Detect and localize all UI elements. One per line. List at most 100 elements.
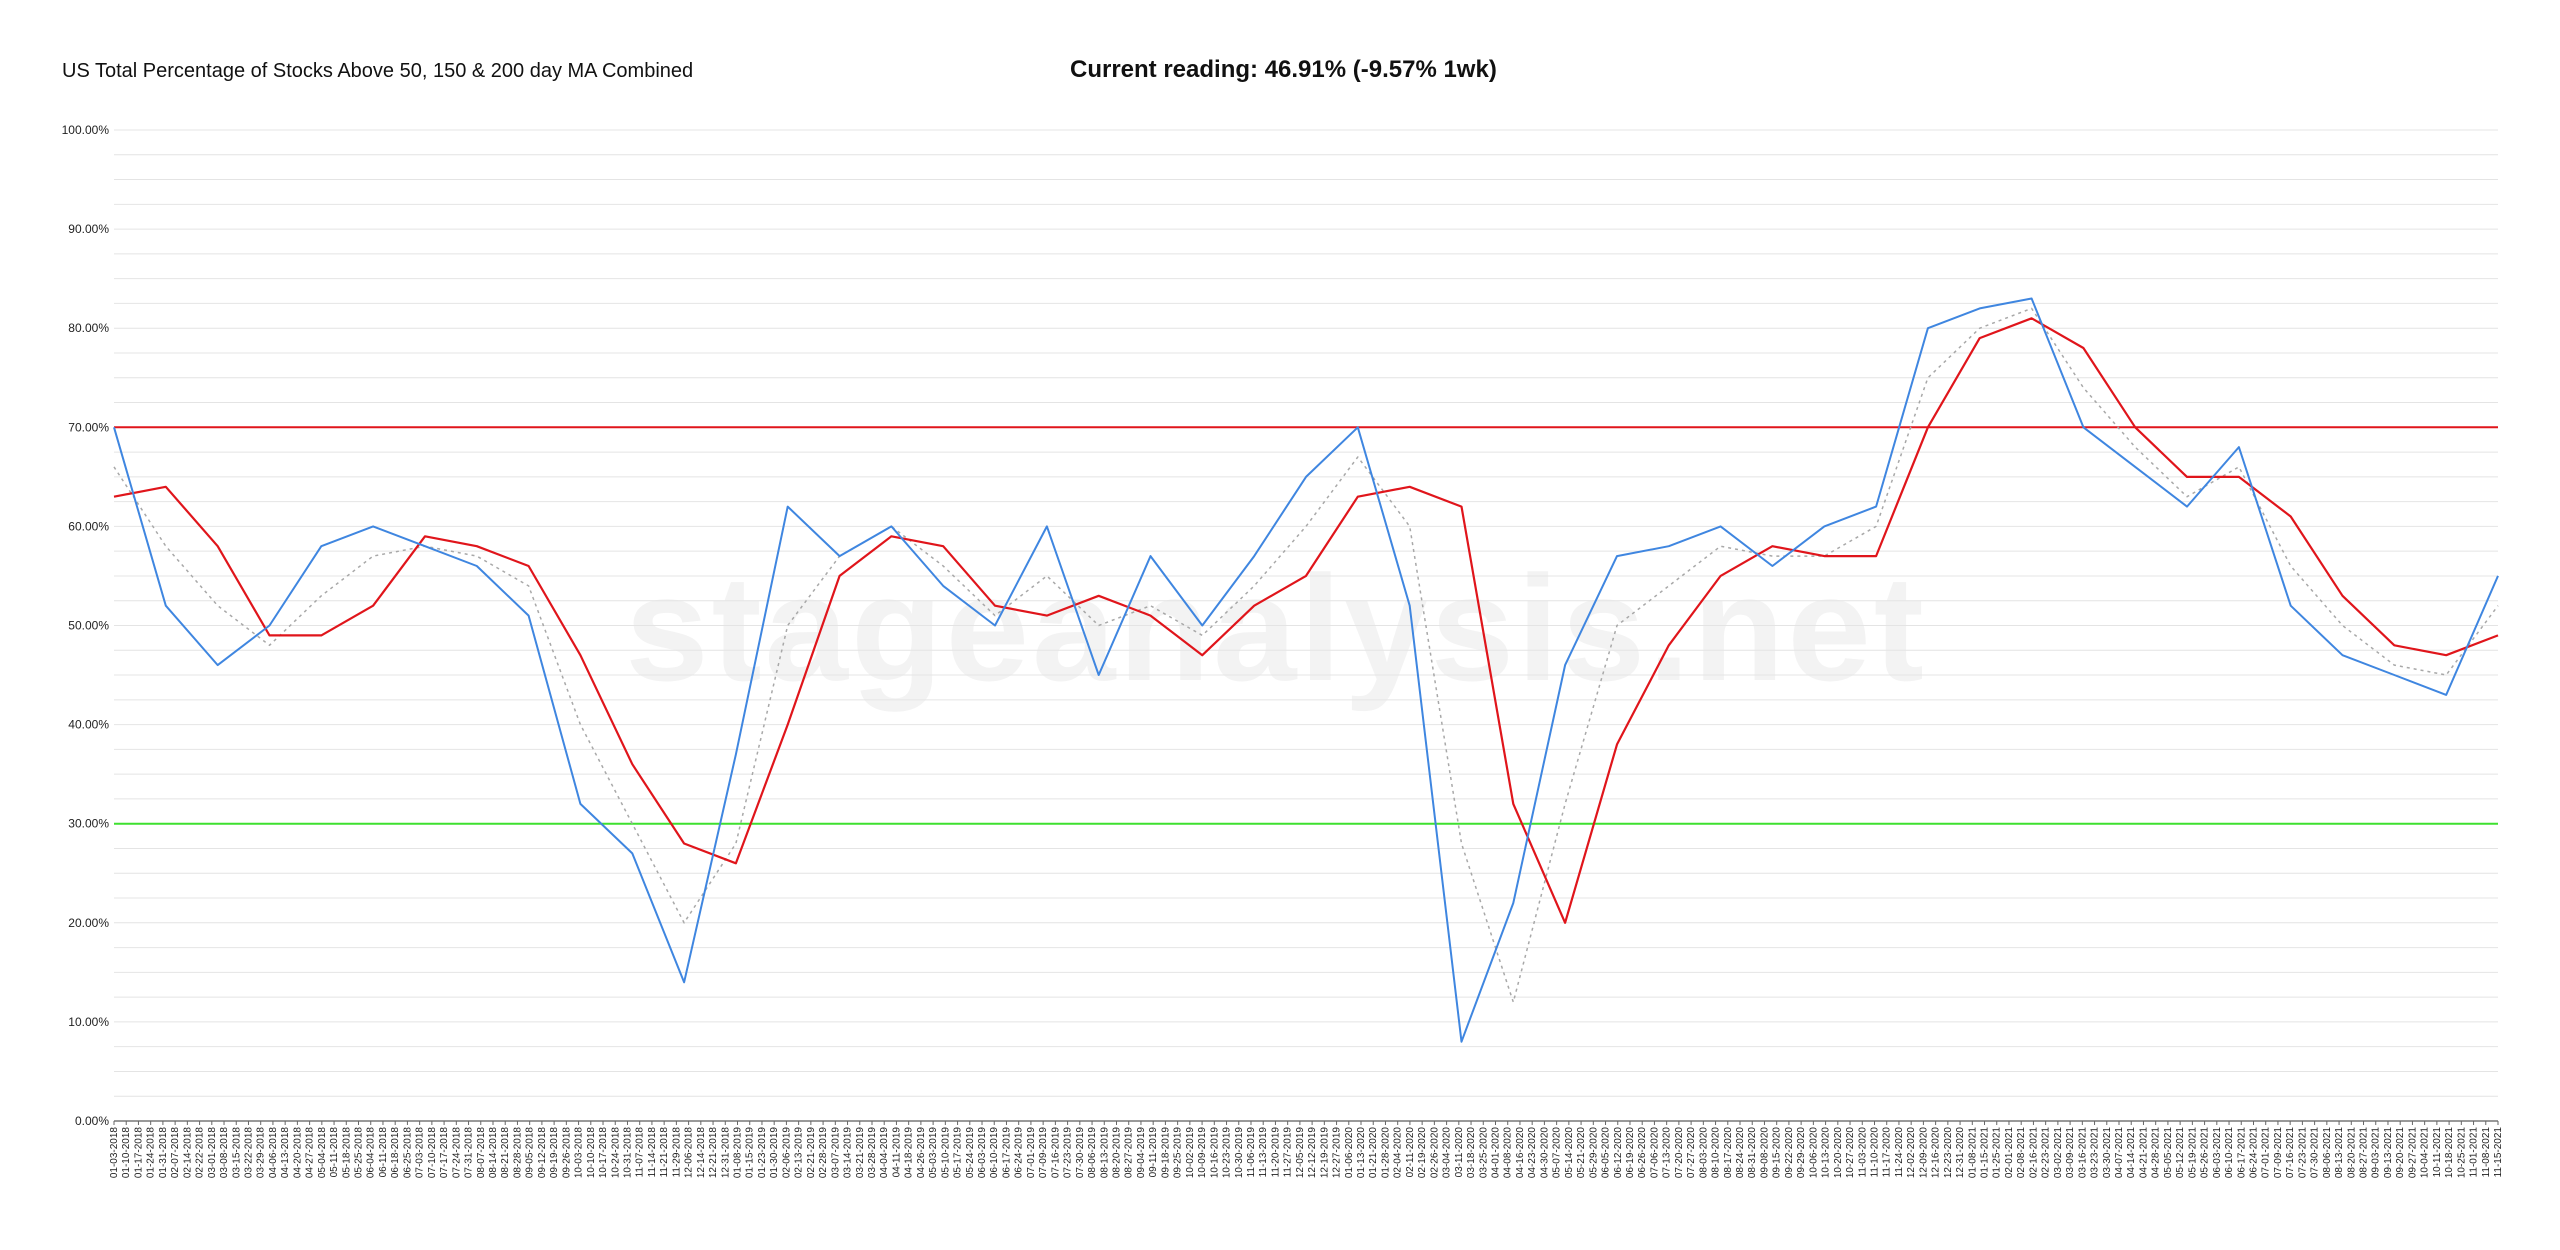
x-tick-label: 01-10-2018 (121, 1127, 132, 1179)
x-tick-label: 06-18-2018 (390, 1127, 401, 1179)
x-tick-label: 11-08-2021 (2481, 1127, 2492, 1178)
x-tick-label: 10-30-2019 (1234, 1127, 1245, 1179)
dotted-ma-line (113, 307, 2499, 1003)
x-tick-label: 01-31-2018 (158, 1127, 169, 1179)
series-lines (113, 297, 2499, 1043)
x-tick-label: 01-25-2021 (1992, 1127, 2003, 1179)
x-tick-label: 11-29-2018 (671, 1127, 682, 1178)
x-tick-label: 12-05-2019 (1295, 1127, 1306, 1179)
x-tick-label: 09-08-2020 (1759, 1127, 1770, 1179)
x-tick-label: 10-09-2019 (1197, 1127, 1208, 1179)
x-tick-label: 09-26-2018 (561, 1127, 572, 1179)
x-tick-label: 04-06-2018 (268, 1127, 279, 1179)
x-tick-label: 07-20-2020 (1674, 1127, 1685, 1179)
x-tick-label: 02-01-2021 (2004, 1127, 2015, 1179)
x-tick-label: 02-06-2019 (781, 1127, 792, 1179)
x-tick-label: 02-14-2018 (182, 1127, 193, 1179)
x-tick-label: 10-04-2021 (2420, 1127, 2431, 1179)
x-tick-label: 08-20-2021 (2346, 1127, 2357, 1179)
y-tick-label: 20.00% (68, 916, 109, 930)
x-tick-label: 03-22-2018 (243, 1127, 254, 1179)
x-tick-label: 08-20-2019 (1112, 1127, 1123, 1179)
x-tick-label: 05-26-2021 (2200, 1127, 2211, 1179)
x-tick-label: 06-24-2019 (1014, 1127, 1025, 1179)
x-tick-label: 09-13-2021 (2383, 1127, 2394, 1179)
x-tick-label: 01-30-2019 (769, 1127, 780, 1179)
x-tick-label: 03-28-2019 (867, 1127, 878, 1179)
x-tick-label: 07-10-2018 (427, 1127, 438, 1179)
y-tick-label: 0.00% (75, 1114, 109, 1128)
x-tick-label: 04-01-2020 (1490, 1127, 1501, 1179)
y-tick-label: 30.00% (68, 817, 109, 831)
x-tick-label: 03-01-2018 (207, 1127, 218, 1179)
x-tick-label: 07-06-2020 (1649, 1127, 1660, 1179)
x-tick-label: 10-16-2019 (1209, 1127, 1220, 1179)
x-tick-label: 12-21-2018 (708, 1127, 719, 1179)
x-tick-label: 03-25-2020 (1478, 1127, 1489, 1179)
x-tick-label: 05-07-2020 (1552, 1127, 1563, 1179)
x-tick-label: 06-11-2018 (378, 1127, 389, 1178)
x-tick-label: 11-20-2019 (1270, 1127, 1281, 1178)
x-tick-label: 04-16-2020 (1515, 1127, 1526, 1179)
x-tick-label: 04-18-2019 (904, 1127, 915, 1179)
x-tick-label: 06-17-2021 (2236, 1127, 2247, 1179)
x-tick-label: 08-14-2018 (488, 1127, 499, 1179)
x-tick-label: 01-08-2021 (1967, 1127, 1978, 1179)
x-tick-label: 02-11-2020 (1405, 1127, 1416, 1178)
x-tick-label: 12-31-2020 (1955, 1127, 1966, 1179)
x-tick-label: 11-06-2019 (1246, 1127, 1257, 1178)
x-tick-label: 02-08-2021 (2016, 1127, 2027, 1179)
x-tick-label: 12-23-2020 (1943, 1127, 1954, 1179)
x-tick-label: 07-30-2021 (2310, 1127, 2321, 1179)
x-tick-label: 08-21-2018 (500, 1127, 511, 1179)
x-tick-label: 06-04-2018 (366, 1127, 377, 1179)
x-tick-label: 04-04-2019 (879, 1127, 890, 1179)
y-tick-label: 70.00% (68, 420, 109, 434)
x-tick-label: 10-25-2021 (2456, 1127, 2467, 1179)
x-tick-label: 05-14-2020 (1564, 1127, 1575, 1179)
x-tick-label: 08-27-2021 (2359, 1127, 2370, 1179)
x-tick-label: 08-28-2018 (512, 1127, 523, 1179)
chart-grid (114, 129, 2498, 1122)
x-tick-label: 08-06-2019 (1087, 1127, 1098, 1179)
x-tick-label: 07-17-2018 (439, 1127, 450, 1179)
x-tick-label: 11-07-2018 (635, 1127, 646, 1178)
x-tick-label: 10-31-2018 (622, 1127, 633, 1179)
x-tick-label: 05-21-2020 (1576, 1127, 1587, 1179)
x-tick-label: 12-14-2018 (696, 1127, 707, 1179)
x-tick-label: 04-26-2019 (916, 1127, 927, 1179)
x-tick-label: 03-16-2021 (2077, 1127, 2088, 1179)
x-tick-label: 05-19-2021 (2187, 1127, 2198, 1179)
x-tick-label: 07-24-2018 (451, 1127, 462, 1179)
x-tick-label: 04-21-2021 (2138, 1127, 2149, 1179)
x-tick-label: 03-15-2018 (231, 1127, 242, 1179)
x-tick-label: 08-03-2020 (1698, 1127, 1709, 1179)
x-tick-label: 02-23-2021 (2041, 1127, 2052, 1179)
current-reading: Current reading: 46.91% (-9.57% 1wk) (1070, 56, 1497, 83)
x-tick-label: 10-10-2018 (586, 1127, 597, 1179)
reference-lines (114, 426, 2498, 825)
y-tick-label: 80.00% (68, 321, 109, 335)
x-tick-label: 08-31-2020 (1747, 1127, 1758, 1179)
x-tick-label: 01-21-2020 (1368, 1127, 1379, 1179)
x-tick-label: 06-05-2020 (1601, 1127, 1612, 1179)
x-tick-label: 11-14-2018 (647, 1127, 658, 1178)
x-tick-label: 01-23-2019 (757, 1127, 768, 1179)
x-tick-label: 07-16-2019 (1050, 1127, 1061, 1179)
x-tick-label: 04-28-2021 (2151, 1127, 2162, 1179)
x-tick-label: 04-13-2018 (280, 1127, 291, 1179)
x-tick-label: 12-27-2019 (1332, 1127, 1343, 1179)
watermark: stageanalysis.net (625, 544, 1927, 712)
x-tick-label: 06-17-2019 (1001, 1127, 1012, 1179)
x-tick-label: 05-18-2018 (341, 1127, 352, 1179)
y-tick-label: 50.00% (68, 619, 109, 633)
x-tick-label: 06-24-2021 (2248, 1127, 2259, 1179)
x-tick-label: 04-20-2018 (292, 1127, 303, 1179)
x-tick-label: 12-19-2019 (1319, 1127, 1330, 1179)
x-tick-label: 04-30-2020 (1539, 1127, 1550, 1179)
x-tick-label: 12-06-2018 (684, 1127, 695, 1179)
x-tick-label: 10-13-2020 (1821, 1127, 1832, 1179)
x-tick-label: 01-03-2018 (109, 1127, 120, 1179)
x-tick-label: 06-26-2020 (1637, 1127, 1648, 1179)
x-tick-label: 06-25-2018 (402, 1127, 413, 1179)
